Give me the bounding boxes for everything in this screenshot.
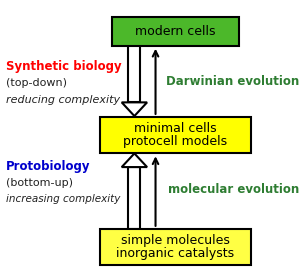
Text: modern cells: modern cells <box>135 25 215 38</box>
Polygon shape <box>128 45 140 102</box>
Polygon shape <box>122 102 147 116</box>
Polygon shape <box>122 153 147 167</box>
Text: inorganic catalysts: inorganic catalysts <box>116 247 234 260</box>
Polygon shape <box>128 167 140 229</box>
Text: protocell models: protocell models <box>123 135 227 149</box>
Text: reducing complexity: reducing complexity <box>6 95 120 105</box>
Text: Protobiology: Protobiology <box>6 160 91 173</box>
Text: molecular evolution: molecular evolution <box>168 183 299 196</box>
Text: increasing complexity: increasing complexity <box>6 194 120 204</box>
FancyBboxPatch shape <box>100 229 251 265</box>
Text: (top-down): (top-down) <box>6 78 67 88</box>
Text: Synthetic biology: Synthetic biology <box>6 60 122 73</box>
FancyBboxPatch shape <box>112 17 239 46</box>
Text: minimal cells: minimal cells <box>134 122 217 135</box>
Text: Darwinian evolution: Darwinian evolution <box>166 75 299 88</box>
Text: simple molecules: simple molecules <box>121 234 230 247</box>
Text: (bottom-up): (bottom-up) <box>6 178 73 188</box>
FancyBboxPatch shape <box>100 117 251 153</box>
